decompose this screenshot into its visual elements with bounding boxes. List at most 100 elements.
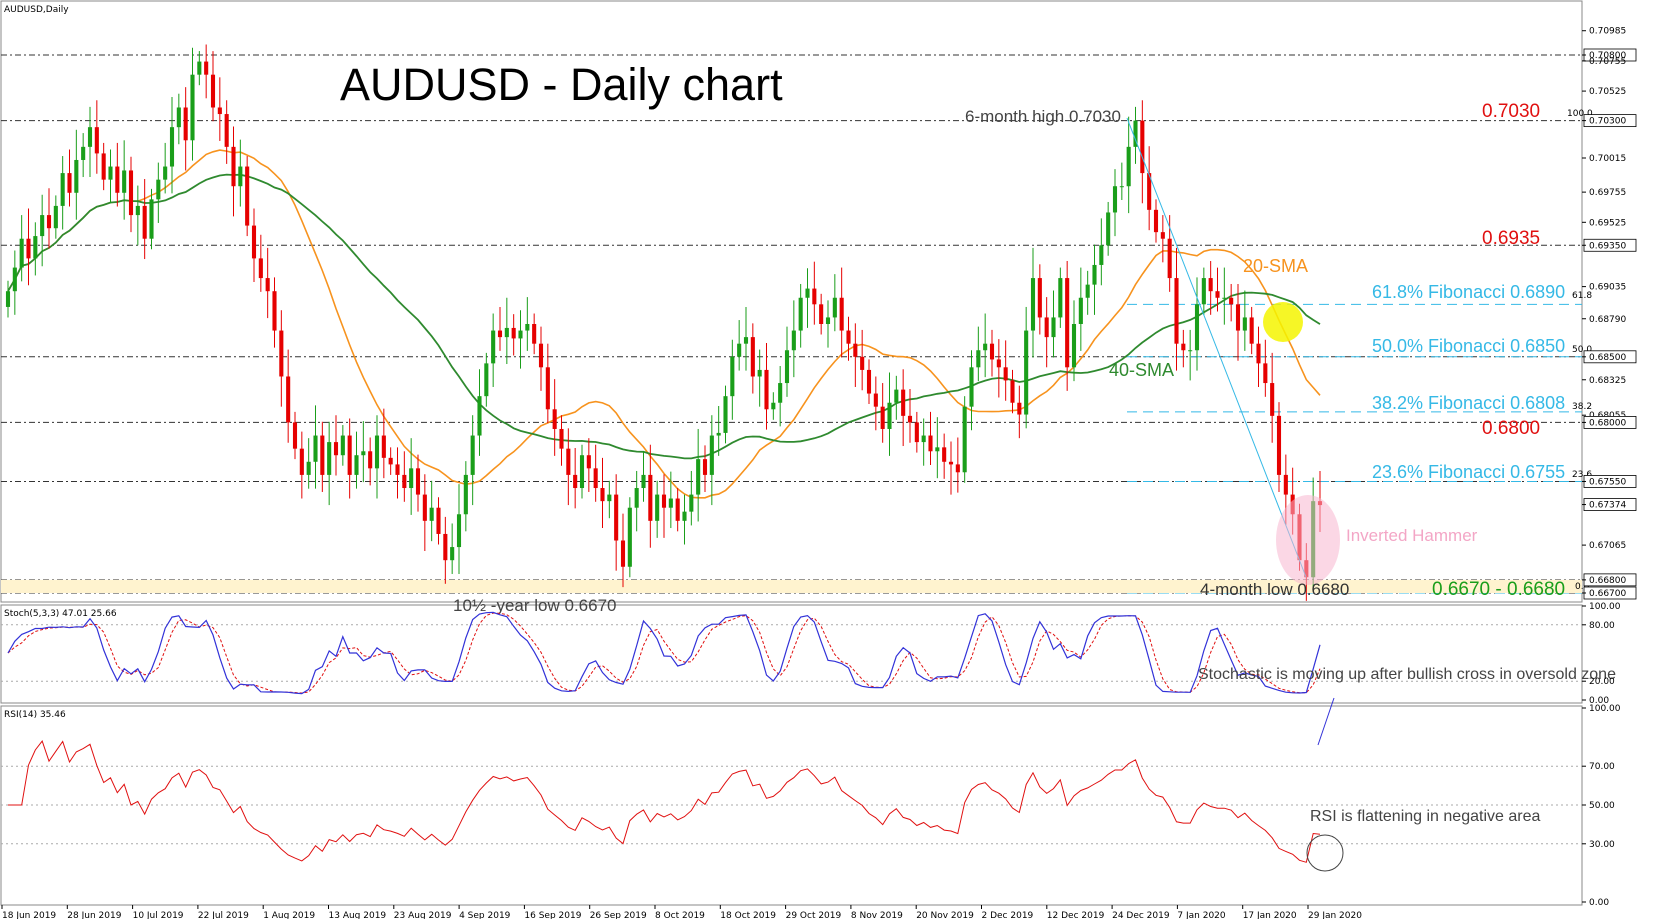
candle	[1126, 116, 1131, 214]
candle	[327, 421, 332, 506]
candle	[1249, 306, 1254, 355]
candle	[573, 448, 578, 509]
candle	[470, 415, 475, 506]
candle	[552, 379, 557, 456]
candle	[306, 438, 311, 489]
candle	[962, 396, 967, 483]
candle	[231, 126, 236, 217]
candle	[12, 250, 17, 315]
candle	[245, 156, 250, 237]
date-tick-label: 10 Jul 2019	[133, 911, 184, 919]
candle	[825, 300, 831, 348]
price-tick-label: 0.70015	[1589, 154, 1626, 164]
candle	[1092, 244, 1097, 315]
date-tick-label: 22 Jul 2019	[198, 911, 249, 919]
candle	[559, 415, 564, 466]
candle	[764, 343, 769, 430]
candle	[422, 474, 427, 552]
candle	[497, 306, 503, 351]
candle	[709, 415, 714, 506]
candle	[204, 44, 209, 99]
candle	[224, 100, 229, 164]
candle	[948, 441, 954, 495]
candle	[566, 428, 571, 506]
candle	[532, 313, 537, 355]
candle	[26, 208, 31, 286]
date-tick-label: 12 Dec 2019	[1047, 911, 1105, 919]
candle	[511, 314, 516, 356]
stoch-main-line	[7, 611, 1321, 695]
candle	[648, 444, 653, 548]
candle	[1188, 329, 1193, 381]
price-tick-label: 0.70525	[1589, 87, 1626, 97]
sma20-label: 20-SMA	[1243, 256, 1308, 276]
candle	[67, 149, 72, 207]
price-tick-label: 0.68325	[1589, 376, 1626, 386]
candle	[887, 372, 892, 456]
candle	[1201, 267, 1206, 315]
candle	[976, 326, 981, 382]
candle	[1215, 267, 1220, 312]
stoch-panel-frame	[0, 604, 1583, 704]
stoch-tick-label: 0.00	[1589, 696, 1609, 706]
candle	[614, 474, 619, 571]
candle	[757, 349, 762, 407]
candle	[1153, 199, 1159, 243]
candle	[1106, 201, 1111, 256]
candle	[313, 405, 318, 489]
candle	[279, 310, 284, 407]
candle	[1160, 215, 1165, 263]
candle	[395, 447, 400, 499]
candle	[696, 428, 701, 522]
candle	[81, 133, 86, 178]
rsi-title: RSI(14) 35.46	[4, 710, 66, 720]
candle	[1065, 261, 1070, 391]
sma-cross-highlight	[1263, 302, 1303, 342]
date-tick-label: 16 Sep 2019	[524, 911, 581, 919]
candle	[5, 280, 11, 318]
fib-small-382: 38.2	[1572, 402, 1592, 412]
candle	[299, 431, 304, 499]
candle	[169, 96, 175, 194]
stoch-axis: 100.00 80.00 20.00 0.00	[1582, 602, 1621, 706]
price-tick-label: 0.68000	[1589, 418, 1626, 428]
candle	[1030, 247, 1036, 358]
candle	[853, 323, 858, 387]
fib236-label: 23.6% Fibonacci 0.6755	[1372, 462, 1565, 482]
candle	[778, 365, 783, 427]
price-tick-label: 0.67065	[1589, 541, 1626, 551]
price-tick-label: 0.69350	[1589, 241, 1626, 251]
stoch-tick-label: 80.00	[1589, 621, 1615, 631]
candle	[812, 261, 817, 325]
price-tick-label: 0.70300	[1589, 117, 1626, 127]
date-tick-label: 4 Sep 2019	[459, 911, 511, 919]
fib-small-236: 23.6	[1572, 470, 1592, 480]
candle	[607, 480, 612, 519]
candle	[586, 438, 591, 492]
candle	[675, 488, 680, 532]
candle	[87, 106, 93, 178]
stoch-annotation: Stochastic is moving up after bullish cr…	[1198, 666, 1616, 683]
candle	[1181, 329, 1186, 368]
candle	[1017, 385, 1022, 439]
level-6935-label: 0.6935	[1482, 228, 1540, 249]
price-tick-label: 0.69035	[1589, 283, 1626, 293]
candle	[545, 343, 550, 424]
date-tick-label: 8 Oct 2019	[655, 911, 705, 919]
candle	[901, 369, 906, 447]
candle	[1071, 300, 1077, 382]
candle	[436, 497, 441, 545]
candle	[1256, 326, 1261, 387]
price-tick-label: 0.68500	[1589, 353, 1626, 363]
window-title: AUDUSD,Daily	[4, 5, 69, 15]
candle	[1208, 261, 1213, 315]
candle	[579, 444, 585, 499]
candle	[1037, 264, 1042, 335]
candle	[238, 139, 243, 207]
candle	[477, 369, 482, 456]
candle	[983, 313, 988, 378]
support-zone-band	[1, 579, 1582, 593]
candle	[805, 268, 810, 328]
rsi-tick-label: 30.00	[1589, 840, 1615, 850]
candle	[723, 385, 728, 444]
